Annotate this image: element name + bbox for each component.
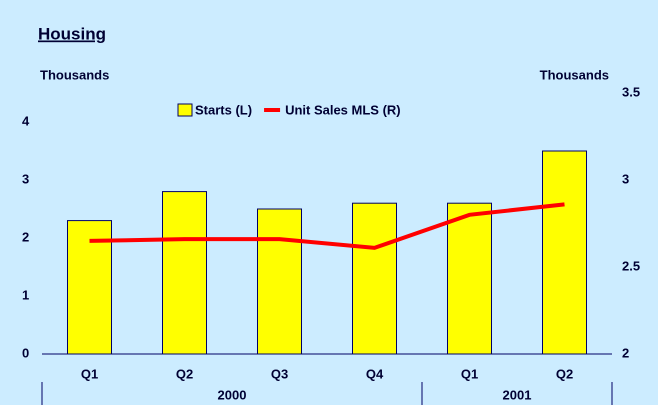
group-label: 2000	[218, 387, 247, 402]
y-tick-label: 4	[22, 113, 30, 128]
y-tick-label: 3	[22, 171, 29, 186]
bar	[257, 208, 302, 355]
y2-tick-label: 3.5	[622, 84, 640, 99]
y2-tick-label: 2.5	[622, 258, 640, 273]
y2-axis-label: Thousands	[540, 67, 609, 82]
y2-tick-label: 2	[622, 345, 629, 360]
y-tick-label: 2	[22, 229, 29, 244]
y-axis-label: Thousands	[40, 67, 109, 82]
x-tick-label: Q3	[271, 366, 288, 381]
x-tick-label: Q1	[81, 366, 98, 381]
line	[89, 202, 565, 250]
group-label: 2001	[503, 387, 532, 402]
x-tick-label: Q2	[176, 366, 193, 381]
y-tick-label: 1	[22, 287, 29, 302]
bar	[447, 202, 492, 355]
x-tick-label: Q1	[461, 366, 478, 381]
legend-label: Unit Sales MLS (R)	[285, 102, 401, 117]
y-tick-label: 0	[22, 345, 29, 360]
legend-label: Starts (L)	[195, 102, 252, 117]
legend-swatch	[177, 103, 193, 117]
bar	[162, 191, 207, 355]
y2-tick-label: 3	[622, 171, 629, 186]
chart-title: Housing	[38, 24, 106, 43]
bar	[542, 150, 587, 355]
x-tick-label: Q4	[366, 366, 384, 381]
bar	[67, 220, 112, 355]
x-tick-label: Q2	[556, 366, 573, 381]
bar	[352, 202, 397, 355]
